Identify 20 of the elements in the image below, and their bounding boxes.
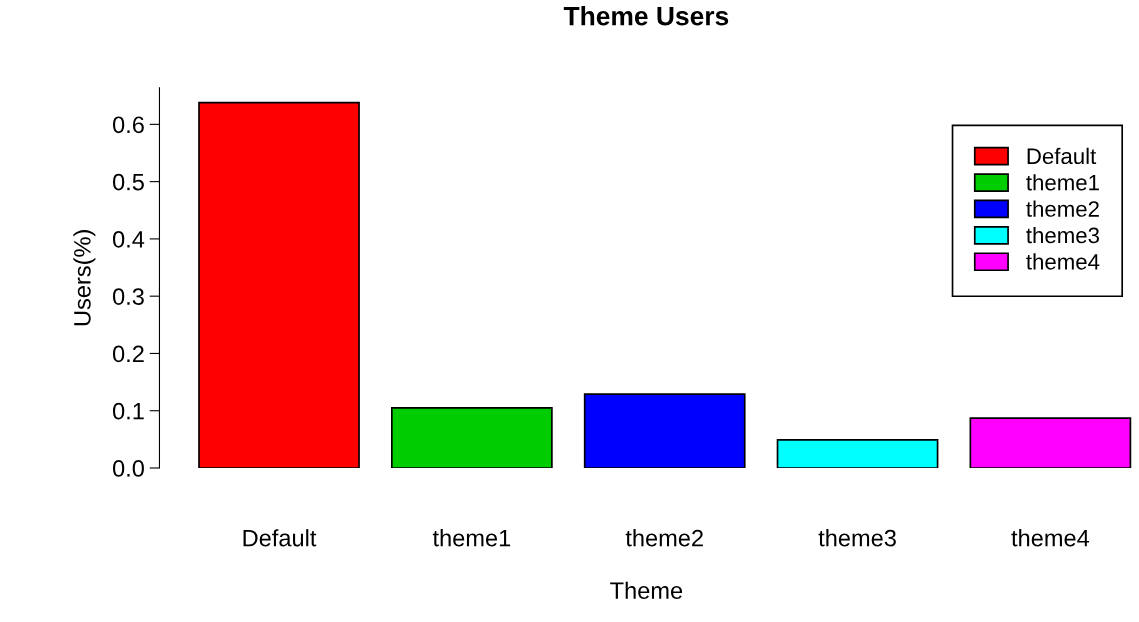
y-tick-label: 0.6 — [112, 116, 144, 134]
y-axis-title: Users(%) — [73, 230, 96, 326]
y-tick-label: 0.0 — [112, 460, 144, 477]
x-axis-title: Theme — [610, 581, 683, 600]
x-tick-label: Default — [243, 529, 317, 547]
chart-title: Theme Users — [563, 6, 729, 26]
y-tick-label: 0.4 — [112, 230, 145, 248]
y-tick-label: 0.3 — [112, 288, 144, 305]
y-tick-label: 0.5 — [112, 173, 144, 191]
legend-label: theme3 — [1026, 226, 1099, 244]
x-tick-label: theme2 — [625, 529, 703, 547]
legend-label: theme1 — [1026, 174, 1099, 191]
x-tick-label: theme3 — [818, 529, 896, 547]
y-tick-label: 0.1 — [112, 402, 144, 420]
legend-label: theme4 — [1026, 253, 1100, 270]
x-tick-label: theme4 — [1011, 529, 1090, 547]
legend-label: Default — [1027, 147, 1097, 165]
y-tick-label: 0.2 — [112, 345, 144, 363]
legend-label: theme2 — [1026, 200, 1099, 217]
x-tick-label: theme1 — [432, 529, 511, 547]
